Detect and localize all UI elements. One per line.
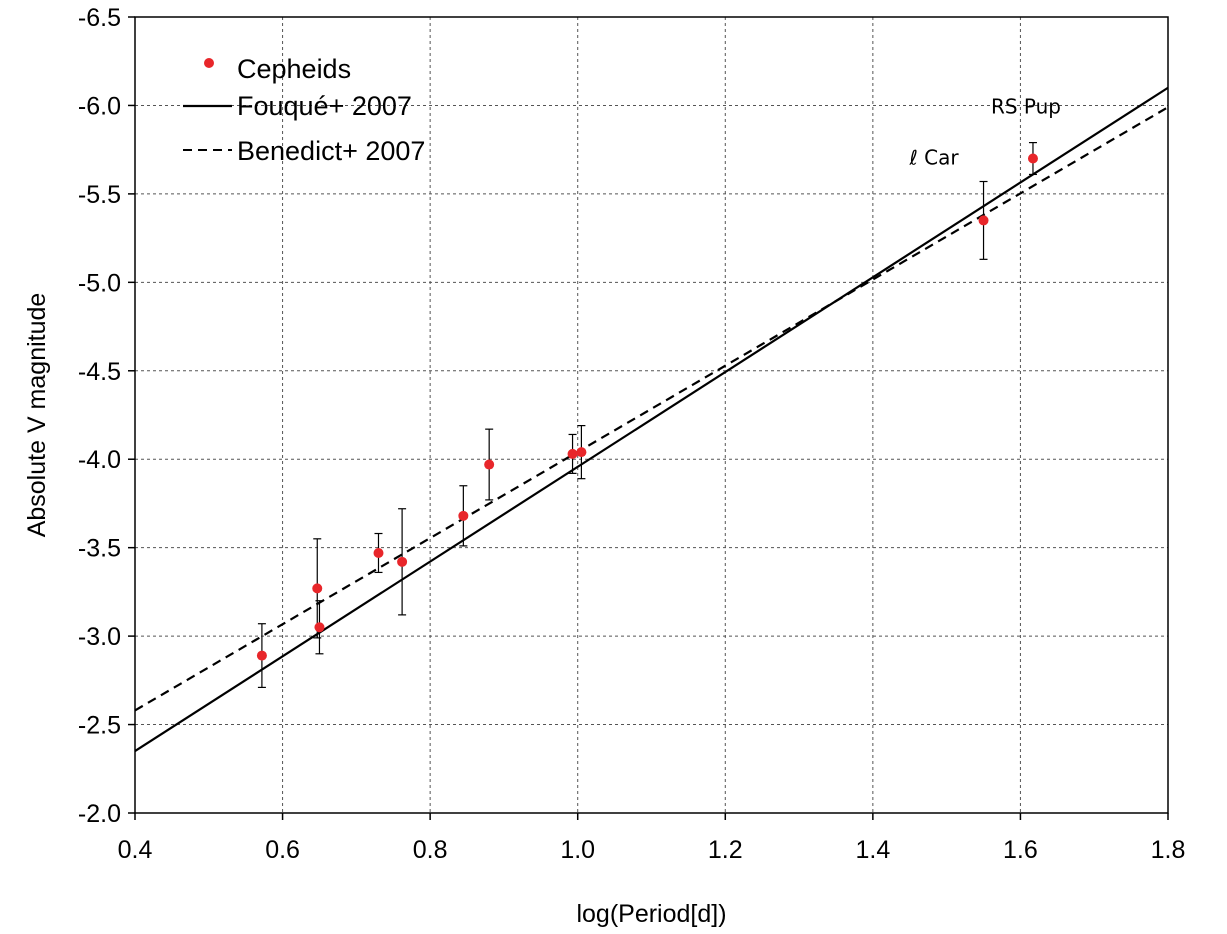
- y-axis-ticks: -2.0 -2.5 -3.0 -3.5 -4.0 -4.5 -5.0 -5.5 -6.0 -6.5: [78, 4, 135, 828]
- y-tick-label: -6.5: [78, 4, 121, 32]
- y-tick-label: -5.0: [78, 269, 121, 297]
- y-tick-label: -6.0: [78, 92, 121, 120]
- legend: Cepheids Fouqué+ 2007 Benedict+ 2007: [183, 54, 425, 166]
- fit-lines: [134, 86, 1169, 753]
- legend-label-cepheids: Cepheids: [237, 54, 351, 84]
- annotation-label: RS Pup: [991, 95, 1061, 119]
- annotation-label: ℓ Car: [909, 145, 960, 169]
- data-point: [314, 622, 325, 633]
- plot-frame: [134, 16, 1169, 814]
- x-tick-label: 0.8: [413, 836, 448, 864]
- data-point: [373, 547, 384, 558]
- y-tick-label: -4.0: [78, 446, 121, 474]
- y-tick-label: -4.5: [78, 358, 121, 386]
- x-tick-label: 1.2: [708, 836, 743, 864]
- data-point: [312, 583, 323, 594]
- x-axis-ticks: 0.4 0.6 0.8 1.0 1.2 1.4 1.6 1.8: [118, 813, 1186, 864]
- data-point: [397, 556, 408, 567]
- y-tick-label: -5.5: [78, 181, 121, 209]
- data-point: [256, 650, 267, 661]
- series-line-2: [134, 106, 1169, 712]
- y-tick-label: -2.0: [78, 800, 121, 828]
- data-point: [576, 447, 587, 458]
- data-point: [458, 510, 469, 521]
- x-tick-label: 1.6: [1003, 836, 1038, 864]
- data-point: [1027, 153, 1038, 164]
- x-axis-title: log(Period[d]): [576, 900, 726, 928]
- legend-label-fouque: Fouqué+ 2007: [237, 91, 412, 121]
- y-tick-label: -3.5: [78, 535, 121, 563]
- y-tick-label: -2.5: [78, 712, 121, 740]
- x-tick-label: 1.8: [1151, 836, 1186, 864]
- legend-marker-cepheids: [204, 58, 214, 68]
- grid: [135, 17, 1168, 813]
- legend-label-benedict: Benedict+ 2007: [237, 136, 425, 166]
- annotations: ℓ Car RS Pup: [909, 95, 1061, 170]
- x-tick-label: 1.4: [855, 836, 890, 864]
- y-tick-label: -3.0: [78, 623, 121, 651]
- x-tick-label: 0.6: [265, 836, 300, 864]
- series-line-1: [134, 86, 1169, 753]
- x-tick-label: 1.0: [560, 836, 595, 864]
- data-point: [567, 448, 578, 459]
- data-points: [256, 141, 1038, 689]
- y-axis-title: Absolute V magnitude: [23, 293, 51, 538]
- data-point: [978, 215, 989, 226]
- x-tick-label: 0.4: [118, 836, 153, 864]
- data-point: [484, 459, 495, 470]
